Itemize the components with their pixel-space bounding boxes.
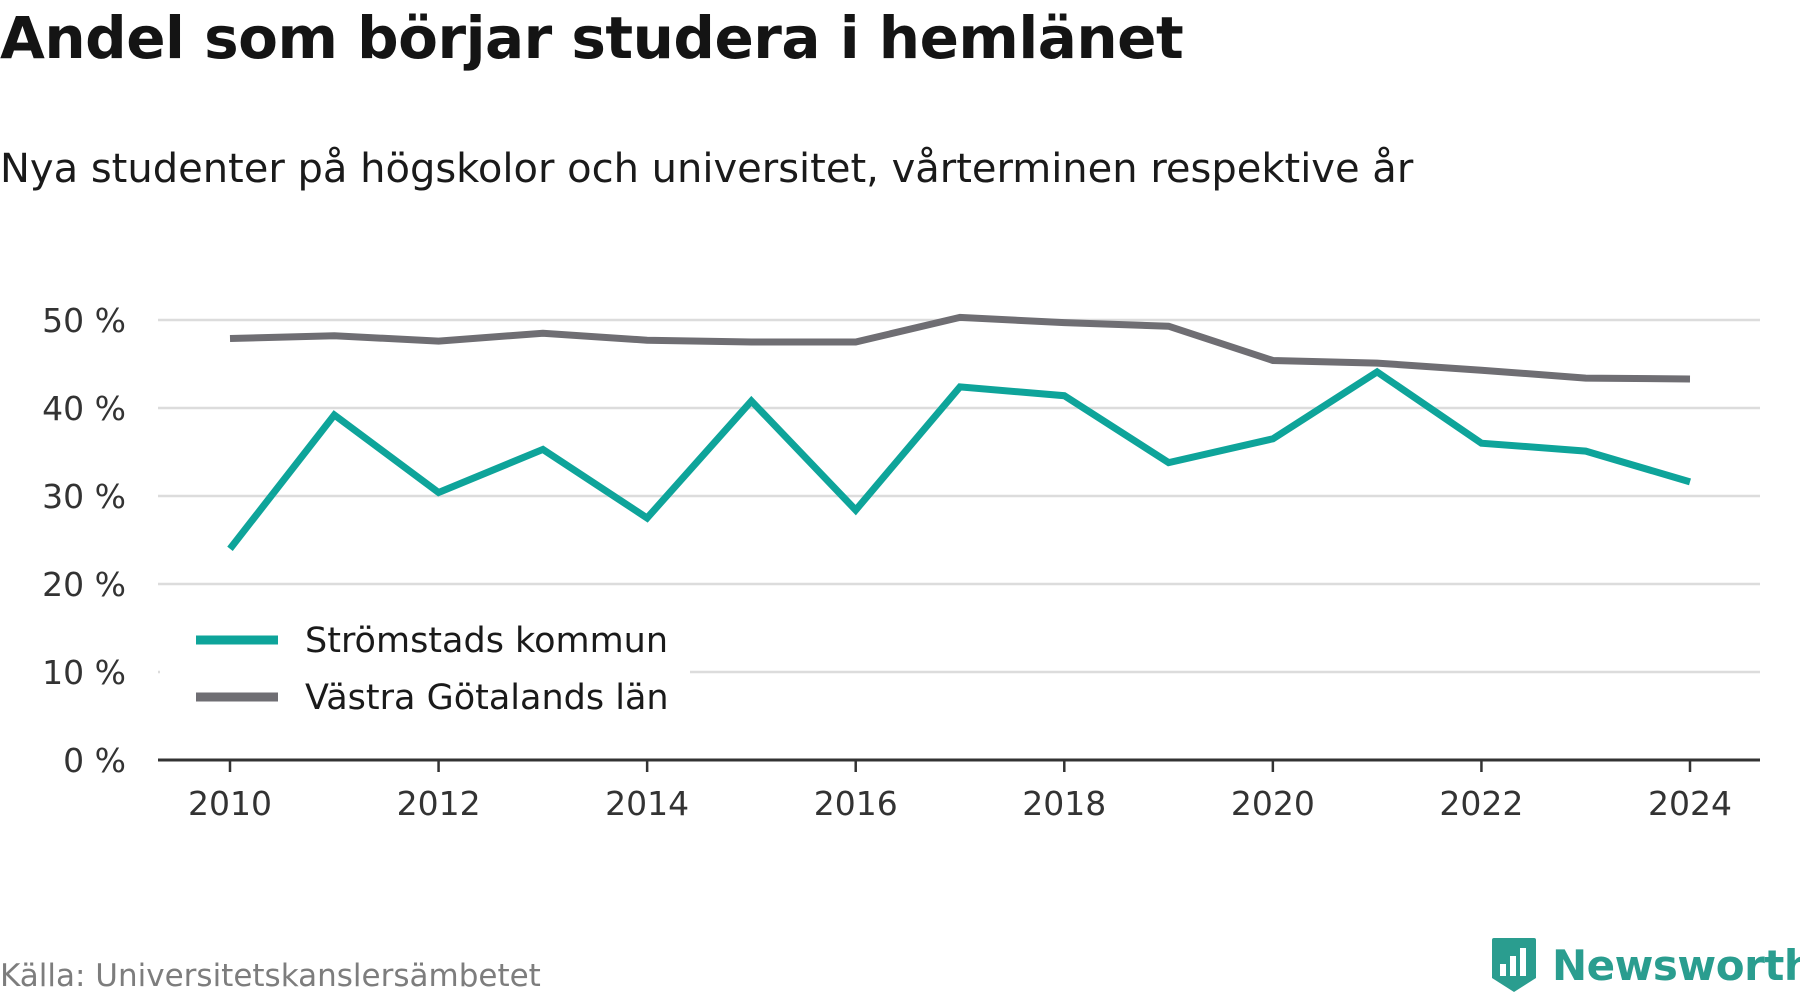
legend-label: Strömstads kommun (305, 621, 668, 661)
y-tick-label: 20 % (42, 565, 126, 604)
x-tick-label: 2020 (1231, 784, 1315, 823)
series-line-vastra-gotaland (229, 313, 1691, 383)
x-tick-label: 2010 (188, 784, 272, 823)
x-tick-label: 2014 (605, 784, 689, 823)
y-tick-label: 40 % (42, 389, 126, 428)
brand: Newsworthy (1490, 936, 1800, 994)
source-note: Källa: Universitetskanslersämbetet (0, 958, 541, 994)
series-lines (227, 313, 1691, 551)
legend-label: Västra Götalands län (305, 678, 669, 718)
legend-background (160, 605, 690, 725)
chart-title: Andel som börjar studera i hemlänet (0, 4, 1184, 72)
x-tick-label: 2016 (814, 784, 898, 823)
newsworthy-logo-icon (1492, 938, 1536, 992)
x-tick-label: 2012 (397, 784, 481, 823)
legend: Strömstads kommun Västra Götalands län (160, 605, 690, 725)
chart-subtitle: Nya studenter på högskolor och universit… (0, 146, 1414, 192)
x-tick-label: 2022 (1439, 784, 1523, 823)
x-tick-label: 2024 (1648, 784, 1732, 823)
x-tick-label: 2018 (1022, 784, 1106, 823)
y-axis-ticks: 0 % 10 % 20 % 30 % 40 % 50 % (42, 301, 126, 780)
y-tick-label: 0 % (63, 741, 126, 780)
x-axis: 2010 2012 2014 2016 2018 2020 2022 2024 (158, 758, 1760, 823)
y-tick-label: 10 % (42, 653, 126, 692)
series-line-stromstad (227, 367, 1691, 551)
y-tick-label: 50 % (42, 301, 126, 340)
y-tick-label: 30 % (42, 477, 126, 516)
brand-name: Newsworthy (1552, 940, 1800, 990)
